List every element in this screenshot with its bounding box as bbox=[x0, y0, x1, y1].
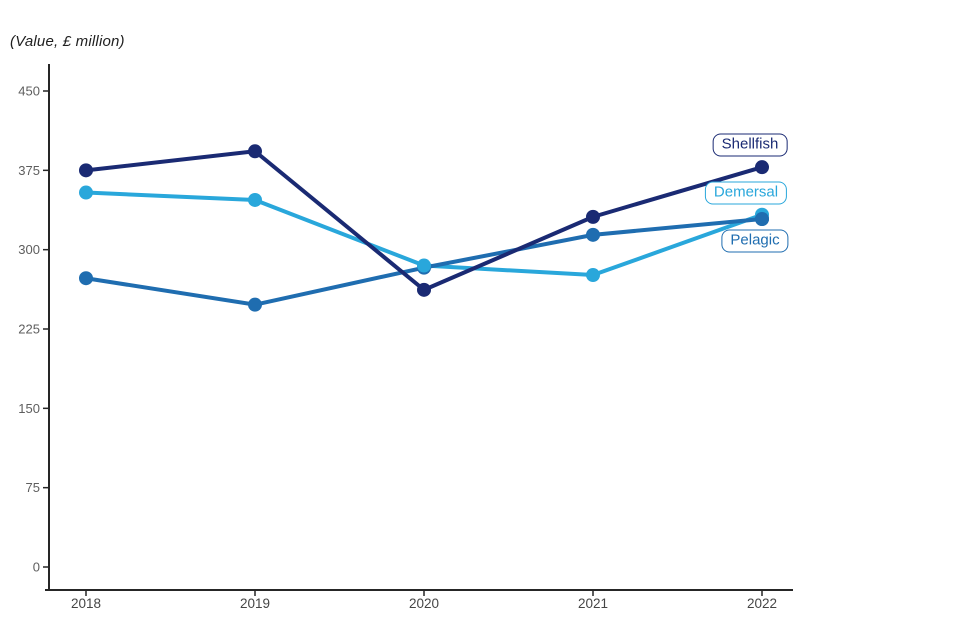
svg-text:2019: 2019 bbox=[240, 596, 270, 611]
series-label-pelagic: Pelagic bbox=[721, 229, 789, 253]
series-label-shellfish: Shellfish bbox=[712, 133, 788, 157]
svg-text:300: 300 bbox=[18, 242, 40, 257]
svg-text:2021: 2021 bbox=[578, 596, 608, 611]
chart-title: (Value, £ million) bbox=[10, 33, 125, 50]
svg-text:150: 150 bbox=[18, 401, 40, 416]
svg-text:450: 450 bbox=[18, 84, 40, 99]
svg-text:2020: 2020 bbox=[409, 596, 439, 611]
series-label-demersal: Demersal bbox=[704, 181, 788, 205]
svg-text:0: 0 bbox=[33, 560, 40, 575]
svg-text:2018: 2018 bbox=[71, 596, 101, 611]
svg-text:375: 375 bbox=[18, 163, 40, 178]
svg-text:75: 75 bbox=[26, 480, 40, 495]
svg-text:2022: 2022 bbox=[747, 596, 777, 611]
svg-text:225: 225 bbox=[18, 322, 40, 337]
